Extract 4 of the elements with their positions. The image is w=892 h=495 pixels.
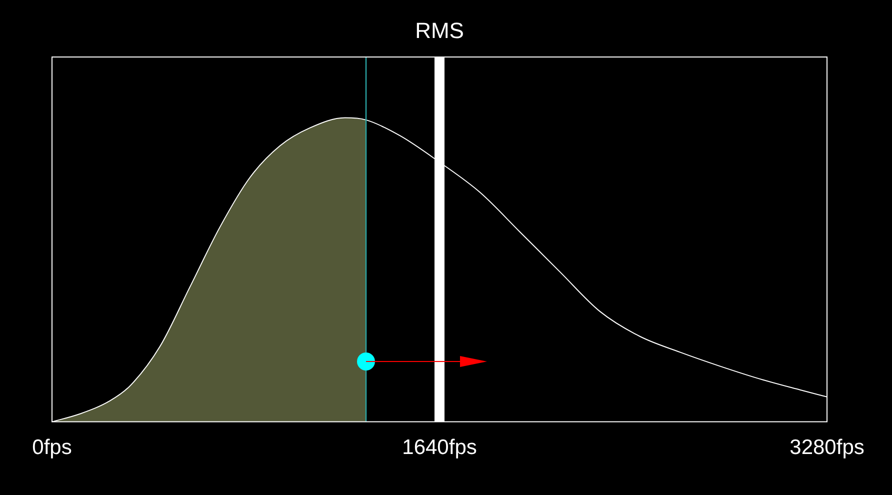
x-tick-label: 1640fps — [402, 436, 477, 460]
x-tick-label: 0fps — [32, 436, 72, 460]
ref-line-label: RMS — [415, 18, 464, 44]
x-tick-label: 3280fps — [790, 436, 864, 460]
